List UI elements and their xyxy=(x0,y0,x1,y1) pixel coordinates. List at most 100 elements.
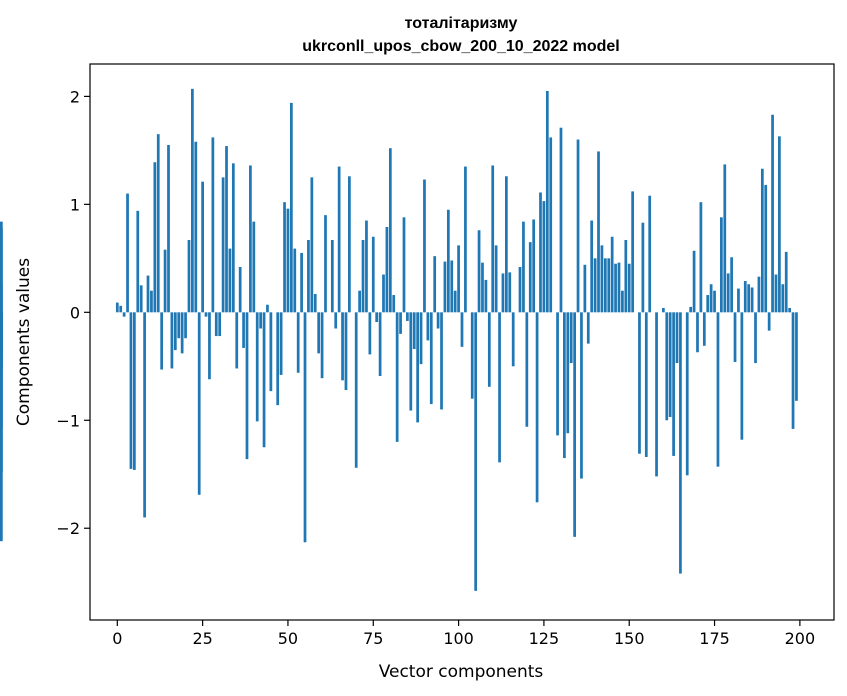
bar-20 xyxy=(184,312,187,339)
bar-144 xyxy=(607,258,611,313)
bar-54 xyxy=(300,252,303,313)
bar-142 xyxy=(600,245,604,313)
bar-171 xyxy=(699,202,703,313)
x-tick-label: 75 xyxy=(363,629,383,648)
bar-170 xyxy=(696,312,699,353)
bar-81 xyxy=(392,295,396,313)
bar-49 xyxy=(283,202,286,313)
bar-undefined xyxy=(0,312,3,542)
bar-98 xyxy=(450,260,454,313)
bar-6 xyxy=(136,210,140,313)
bar-19 xyxy=(180,312,184,354)
bar-133 xyxy=(569,312,573,364)
bar-112 xyxy=(498,312,501,463)
bar-60 xyxy=(320,312,324,379)
bar-165 xyxy=(679,312,682,574)
bar-191 xyxy=(767,312,771,331)
bar-123 xyxy=(535,312,539,503)
x-tick-label: 175 xyxy=(699,629,730,648)
bar-78 xyxy=(382,274,385,313)
bar-109 xyxy=(487,312,491,387)
bar-183 xyxy=(740,312,744,440)
bar-39 xyxy=(249,165,252,313)
bar-4 xyxy=(129,312,133,469)
bar-23 xyxy=(194,141,198,313)
bar-130 xyxy=(559,127,563,313)
bar-90 xyxy=(423,179,426,313)
bar-154 xyxy=(641,222,645,313)
bar-55 xyxy=(303,312,307,543)
bar-31 xyxy=(221,177,225,313)
bar-181 xyxy=(733,312,737,362)
bar-91 xyxy=(426,312,430,341)
bar-158 xyxy=(655,312,658,477)
bar-undefined xyxy=(0,221,3,313)
bar-192 xyxy=(771,114,774,313)
bar-18 xyxy=(177,312,181,339)
bar-2 xyxy=(122,312,126,317)
bar-82 xyxy=(395,312,399,442)
bar-24 xyxy=(197,312,201,495)
bar-156 xyxy=(648,195,652,313)
bar-115 xyxy=(508,272,512,313)
x-tick-label: 50 xyxy=(278,629,298,648)
bar-96 xyxy=(443,261,447,313)
bar-67 xyxy=(344,312,348,391)
bar-58 xyxy=(313,293,317,313)
bar-106 xyxy=(477,230,481,313)
bar-131 xyxy=(563,312,566,459)
bar-66 xyxy=(341,312,344,381)
y-tick-label: 2 xyxy=(70,87,80,106)
bar-13 xyxy=(160,312,164,370)
bar-148 xyxy=(621,290,624,313)
bar-71 xyxy=(358,290,361,313)
bar-38 xyxy=(245,312,249,460)
bar-89 xyxy=(419,312,423,365)
bar-101 xyxy=(460,312,464,347)
bar-92 xyxy=(429,312,433,405)
bar-7 xyxy=(139,285,143,313)
bar-179 xyxy=(726,273,730,313)
bar-188 xyxy=(757,276,761,313)
bar-88 xyxy=(416,312,419,423)
bar-153 xyxy=(638,312,641,454)
bar-95 xyxy=(440,312,443,410)
bar-113 xyxy=(501,273,505,313)
bar-102 xyxy=(464,166,467,313)
bar-114 xyxy=(505,176,508,313)
bar-146 xyxy=(614,263,617,313)
bar-76 xyxy=(375,312,379,323)
bar-134 xyxy=(573,312,576,537)
bar-61 xyxy=(324,215,327,313)
bar-199 xyxy=(795,312,798,401)
bar-74 xyxy=(368,312,372,355)
bar-121 xyxy=(528,242,532,313)
plot-frame xyxy=(89,63,835,621)
bar-138 xyxy=(586,312,590,344)
bar-99 xyxy=(453,290,457,313)
y-tick-label: 1 xyxy=(70,195,80,214)
bar-127 xyxy=(549,137,553,313)
bar-136 xyxy=(580,312,583,479)
bar-47 xyxy=(276,312,280,406)
bar-143 xyxy=(603,258,607,313)
bar-48 xyxy=(279,312,283,375)
bar-8 xyxy=(143,312,146,518)
bar-41 xyxy=(255,312,259,422)
chart-title: тоталітаризму xyxy=(405,15,518,32)
bar-34 xyxy=(231,163,235,313)
bar-172 xyxy=(702,312,706,346)
bar-111 xyxy=(494,245,498,313)
bar-83 xyxy=(399,312,402,334)
x-axis-label: Vector components xyxy=(379,662,544,682)
bar-194 xyxy=(778,136,781,313)
bar-122 xyxy=(532,219,536,313)
bar-97 xyxy=(446,209,450,313)
x-tick-label: 0 xyxy=(112,629,122,648)
chart-subtitle: ukrconll_upos_cbow_200_10_2022 model xyxy=(302,38,619,55)
bar-107 xyxy=(481,262,484,313)
bar-104 xyxy=(470,312,474,399)
bar-21 xyxy=(187,239,191,313)
bar-68 xyxy=(348,176,351,313)
